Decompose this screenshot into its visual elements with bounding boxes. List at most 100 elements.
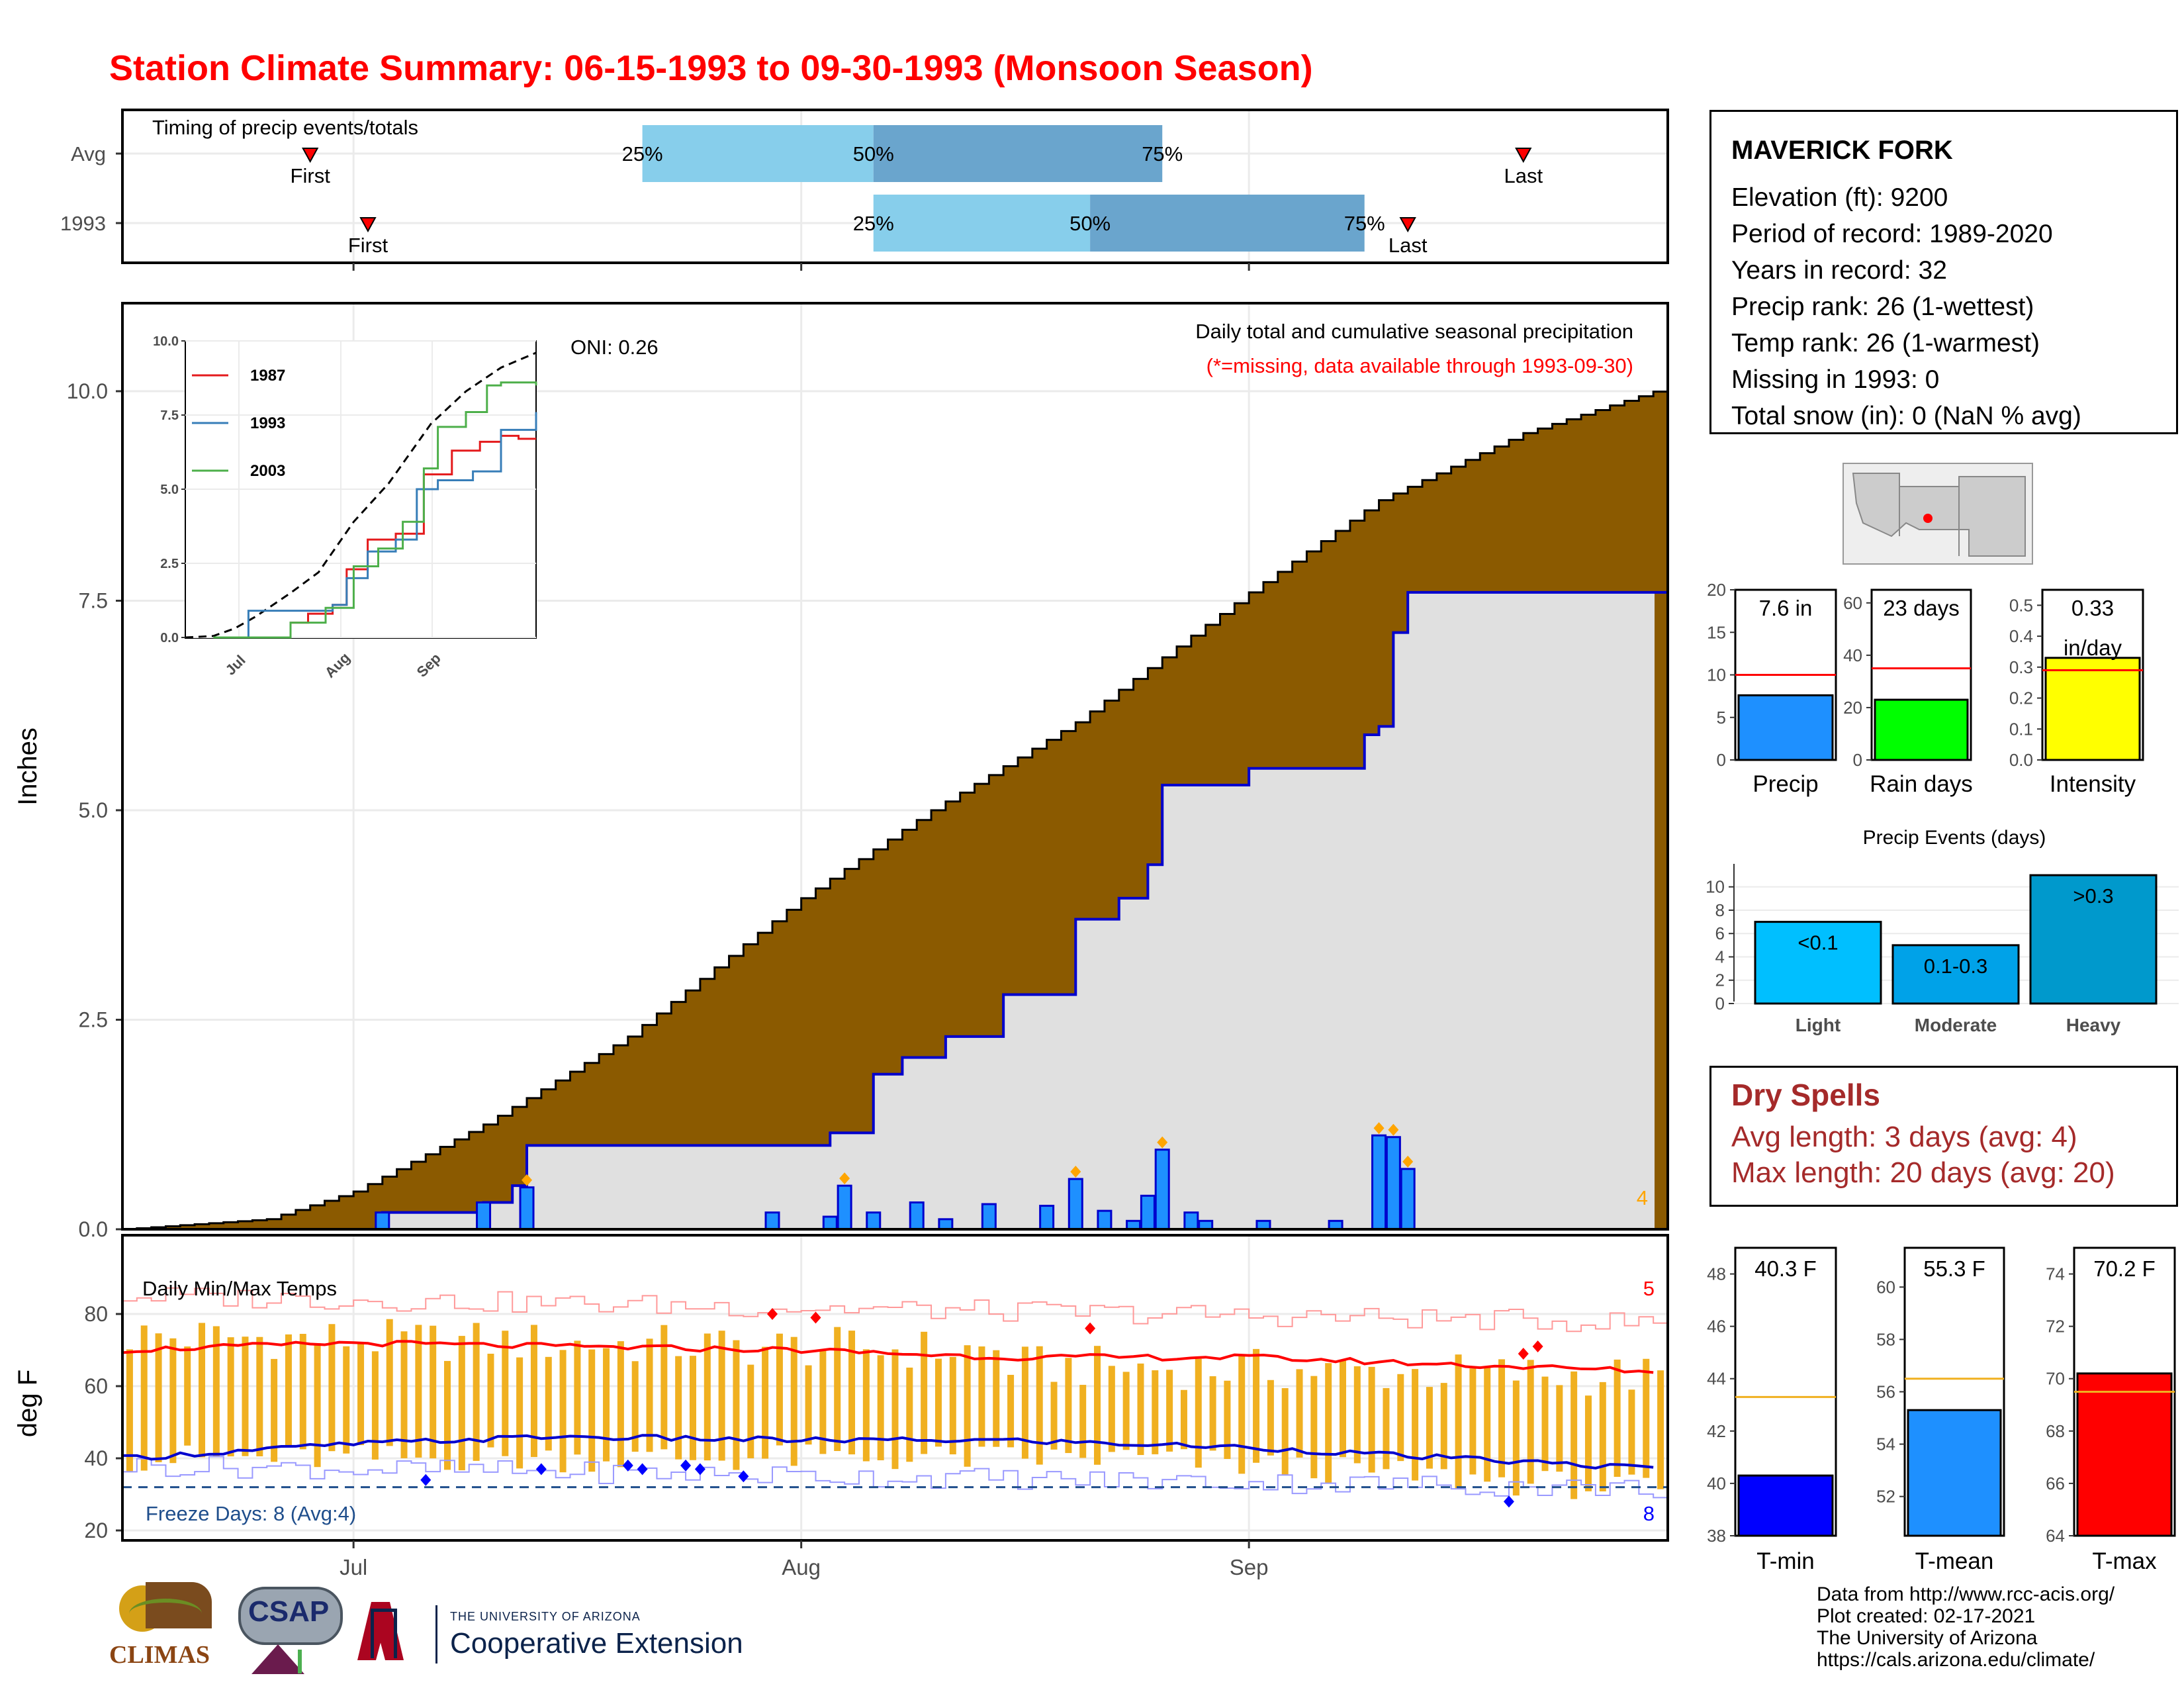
- x-axis-month-label: Jul: [340, 1555, 367, 1579]
- daily-temp-bar: [299, 1334, 306, 1450]
- climas-logo-text: CLIMAS: [109, 1641, 210, 1669]
- daily-temp-bar: [733, 1340, 740, 1470]
- daily-temp-bar: [1108, 1366, 1115, 1452]
- temp-panel-title: Daily Min/Max Temps: [142, 1277, 337, 1300]
- daily-temp-bar: [921, 1331, 928, 1454]
- summary-y-tick-label: 20: [1843, 698, 1862, 718]
- temp-y-tick-label: 40: [84, 1446, 108, 1470]
- daily-temp-bar: [646, 1338, 653, 1452]
- daily-temp-bar: [285, 1334, 292, 1446]
- daily-temp-bar: [487, 1354, 494, 1448]
- daily-temp-bar: [271, 1358, 278, 1462]
- obs-cumulative-area: [122, 592, 1668, 1229]
- temp-summary-y-tick-label: 54: [1876, 1434, 1895, 1454]
- daily-temp-bar: [1296, 1369, 1303, 1458]
- precip-corner-count: 4: [1637, 1186, 1648, 1209]
- daily-precip-bar: [476, 1201, 492, 1231]
- daily-temp-bar: [328, 1324, 336, 1452]
- precip-y-tick-label: 2.5: [79, 1008, 108, 1032]
- temp-y-tick-label: 80: [84, 1302, 108, 1326]
- daily-temp-bar: [1412, 1369, 1419, 1481]
- daily-temp-bar: [1556, 1385, 1563, 1472]
- daily-temp-bar: [964, 1345, 971, 1467]
- events-y-tick-label: 6: [1715, 923, 1725, 943]
- temp-summary-y-tick-label: 60: [1876, 1277, 1895, 1297]
- inset-y-tick-label: 7.5: [160, 408, 179, 423]
- daily-temp-bar: [1065, 1358, 1072, 1454]
- temp-summary-category-label: T-min: [1756, 1548, 1815, 1574]
- record-low-marker: [694, 1463, 705, 1476]
- station-location-marker: [1923, 514, 1933, 523]
- daily-temp-bar: [1570, 1371, 1578, 1499]
- summary-value-label: 7.6 in: [1759, 596, 1813, 620]
- summary-category-label: Intensity: [2050, 771, 2136, 797]
- heavy-event-marker: [1157, 1136, 1168, 1149]
- record-low-marker: [738, 1470, 749, 1483]
- daily-temp-bar: [934, 1358, 942, 1447]
- record-low-marker: [535, 1463, 547, 1476]
- record-high-line: [122, 1287, 1668, 1333]
- record-high-marker: [1532, 1340, 1543, 1353]
- record-low-marker: [622, 1459, 633, 1472]
- record-high-marker: [810, 1311, 821, 1324]
- daily-temp-bar: [1267, 1380, 1274, 1456]
- daily-temp-bar: [689, 1356, 696, 1460]
- daily-temp-bar: [1368, 1366, 1375, 1473]
- daily-temp-bar: [1614, 1359, 1621, 1477]
- daily-temp-bar: [1253, 1348, 1260, 1463]
- csap-logo-text: CSAP: [248, 1595, 330, 1628]
- summary-y-tick-label: 0.5: [2009, 595, 2033, 615]
- summary-y-tick-label: 10: [1707, 665, 1726, 685]
- daily-temp-bar: [1440, 1383, 1447, 1470]
- daily-precip-bar: [981, 1203, 997, 1231]
- daily-temp-bar: [256, 1336, 263, 1457]
- daily-precip-bar: [1400, 1168, 1416, 1231]
- daily-temp-bar: [1599, 1382, 1606, 1491]
- inset-y-tick-label: 10.0: [153, 334, 179, 349]
- daily-temp-bar: [1657, 1370, 1664, 1489]
- daily-temp-bar: [155, 1333, 162, 1462]
- credit-institution: The University of Arizona: [1817, 1627, 2038, 1649]
- temp-summary-y-tick-label: 56: [1876, 1382, 1895, 1402]
- daily-temp-bar: [516, 1357, 523, 1469]
- temp-y-tick-label: 20: [84, 1519, 108, 1542]
- daily-temp-bar: [314, 1343, 321, 1468]
- precip-y-tick-label: 5.0: [79, 798, 108, 822]
- record-low-marker: [420, 1474, 432, 1486]
- ua-logo: [357, 1602, 410, 1668]
- daily-temp-bar: [1455, 1354, 1462, 1489]
- csap-logo: CSAP: [232, 1583, 351, 1683]
- daily-temp-bar: [906, 1367, 913, 1462]
- daily-temp-bar: [631, 1361, 639, 1452]
- daily-temp-bar: [675, 1356, 682, 1460]
- daily-temp-bar: [1180, 1389, 1187, 1450]
- summary-bar: [1874, 698, 1969, 761]
- events-y-tick-label: 2: [1715, 970, 1725, 990]
- daily-precip-bar: [1140, 1194, 1156, 1231]
- credit-plot-date: Plot created: 02-17-2021: [1817, 1605, 2036, 1627]
- daily-temp-bar: [1353, 1366, 1361, 1464]
- record-high-marker: [1085, 1322, 1096, 1335]
- daily-temp-bar: [140, 1325, 148, 1471]
- daily-temp-bar: [559, 1350, 567, 1473]
- daily-precip-bar: [938, 1218, 954, 1231]
- station-temp-rank: Temp rank: 26 (1-warmest): [1731, 329, 2040, 357]
- summary-y-tick-label: 0: [1717, 750, 1726, 770]
- temp-summary-y-tick-label: 66: [2046, 1474, 2065, 1493]
- daily-temp-bar: [1152, 1370, 1159, 1454]
- daily-precip-bar: [1385, 1136, 1401, 1231]
- avg-min-line: [122, 1434, 1654, 1470]
- daily-temp-bar: [400, 1331, 408, 1458]
- summary-y-tick-label: 0.4: [2009, 626, 2033, 646]
- station-precip-rank: Precip rank: 26 (1-wettest): [1731, 293, 2034, 321]
- station-name: MAVERICK FORK: [1731, 136, 1953, 165]
- daily-temp-bar: [371, 1351, 379, 1460]
- station-total-snow: Total snow (in): 0 (NaN % avg): [1731, 402, 2081, 430]
- temp-frame: [121, 1234, 1669, 1542]
- daily-temp-bar: [430, 1325, 437, 1459]
- daily-temp-bar: [588, 1349, 596, 1472]
- daily-temp-bar: [502, 1331, 509, 1456]
- daily-temp-bar: [242, 1336, 249, 1456]
- inset-legend-label: 1993: [250, 414, 285, 432]
- daily-precip-bar: [822, 1215, 838, 1231]
